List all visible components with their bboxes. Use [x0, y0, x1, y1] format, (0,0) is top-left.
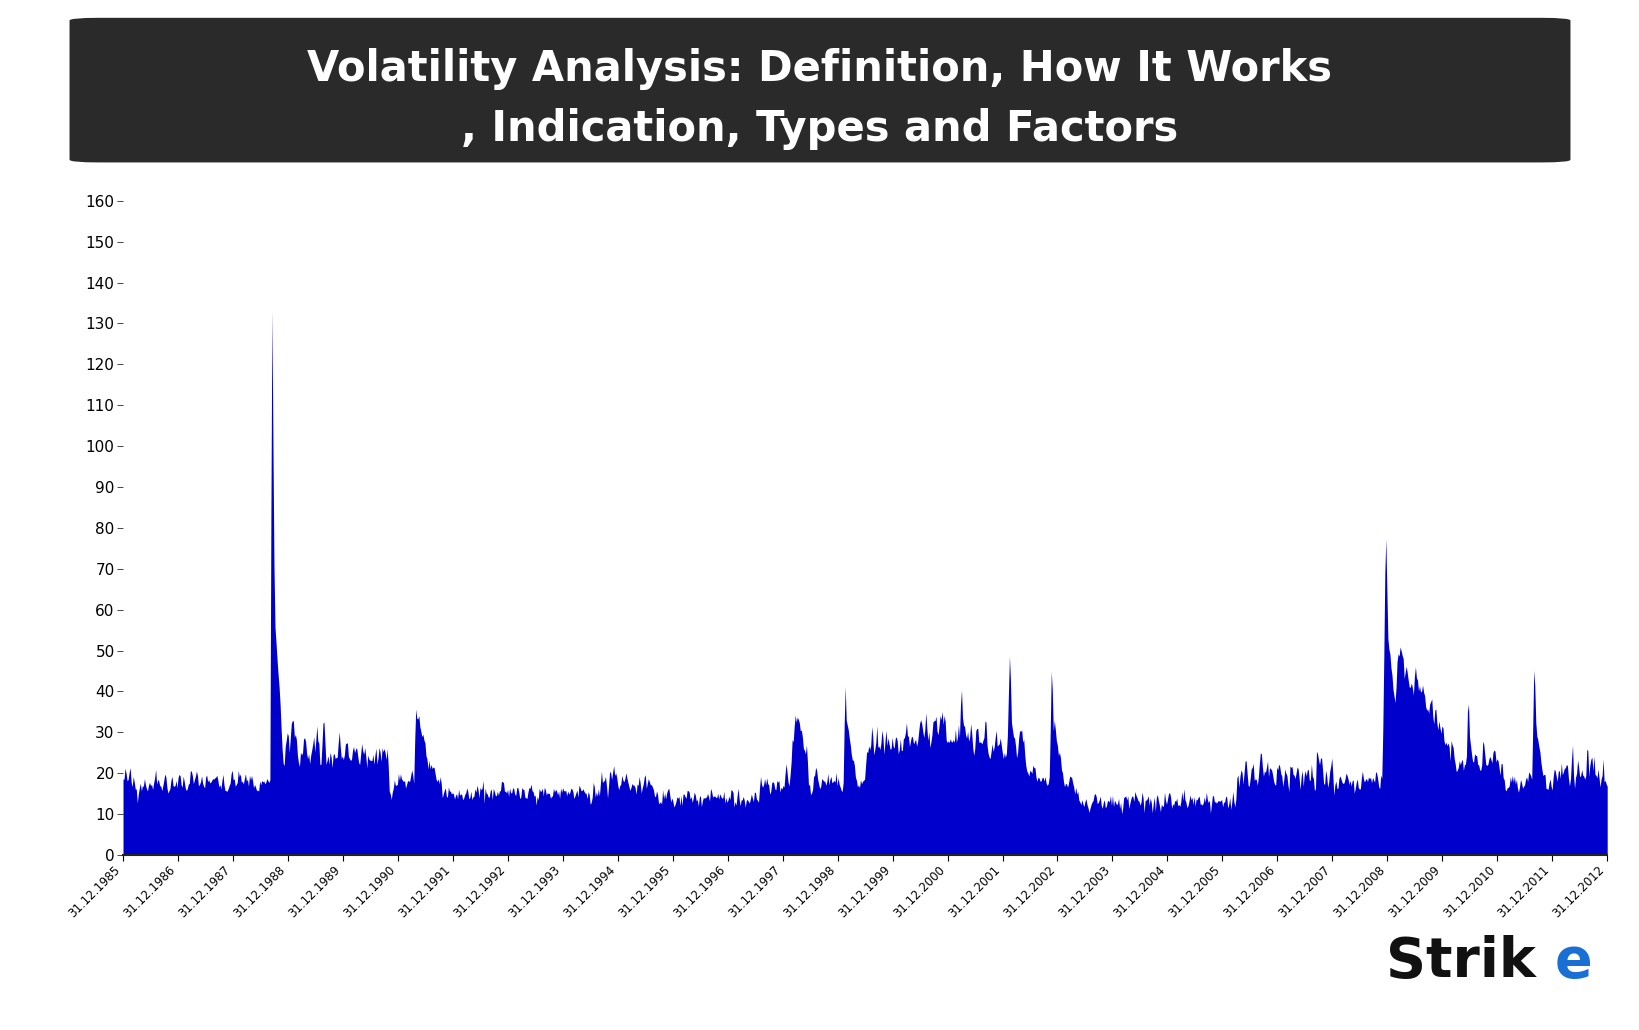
- Text: Strik: Strik: [1385, 935, 1534, 989]
- Text: e: e: [1554, 935, 1591, 989]
- Text: Volatility Analysis: Definition, How It Works: Volatility Analysis: Definition, How It …: [306, 48, 1333, 91]
- FancyBboxPatch shape: [69, 18, 1570, 163]
- Text: , Indication, Types and Factors: , Indication, Types and Factors: [461, 108, 1178, 150]
